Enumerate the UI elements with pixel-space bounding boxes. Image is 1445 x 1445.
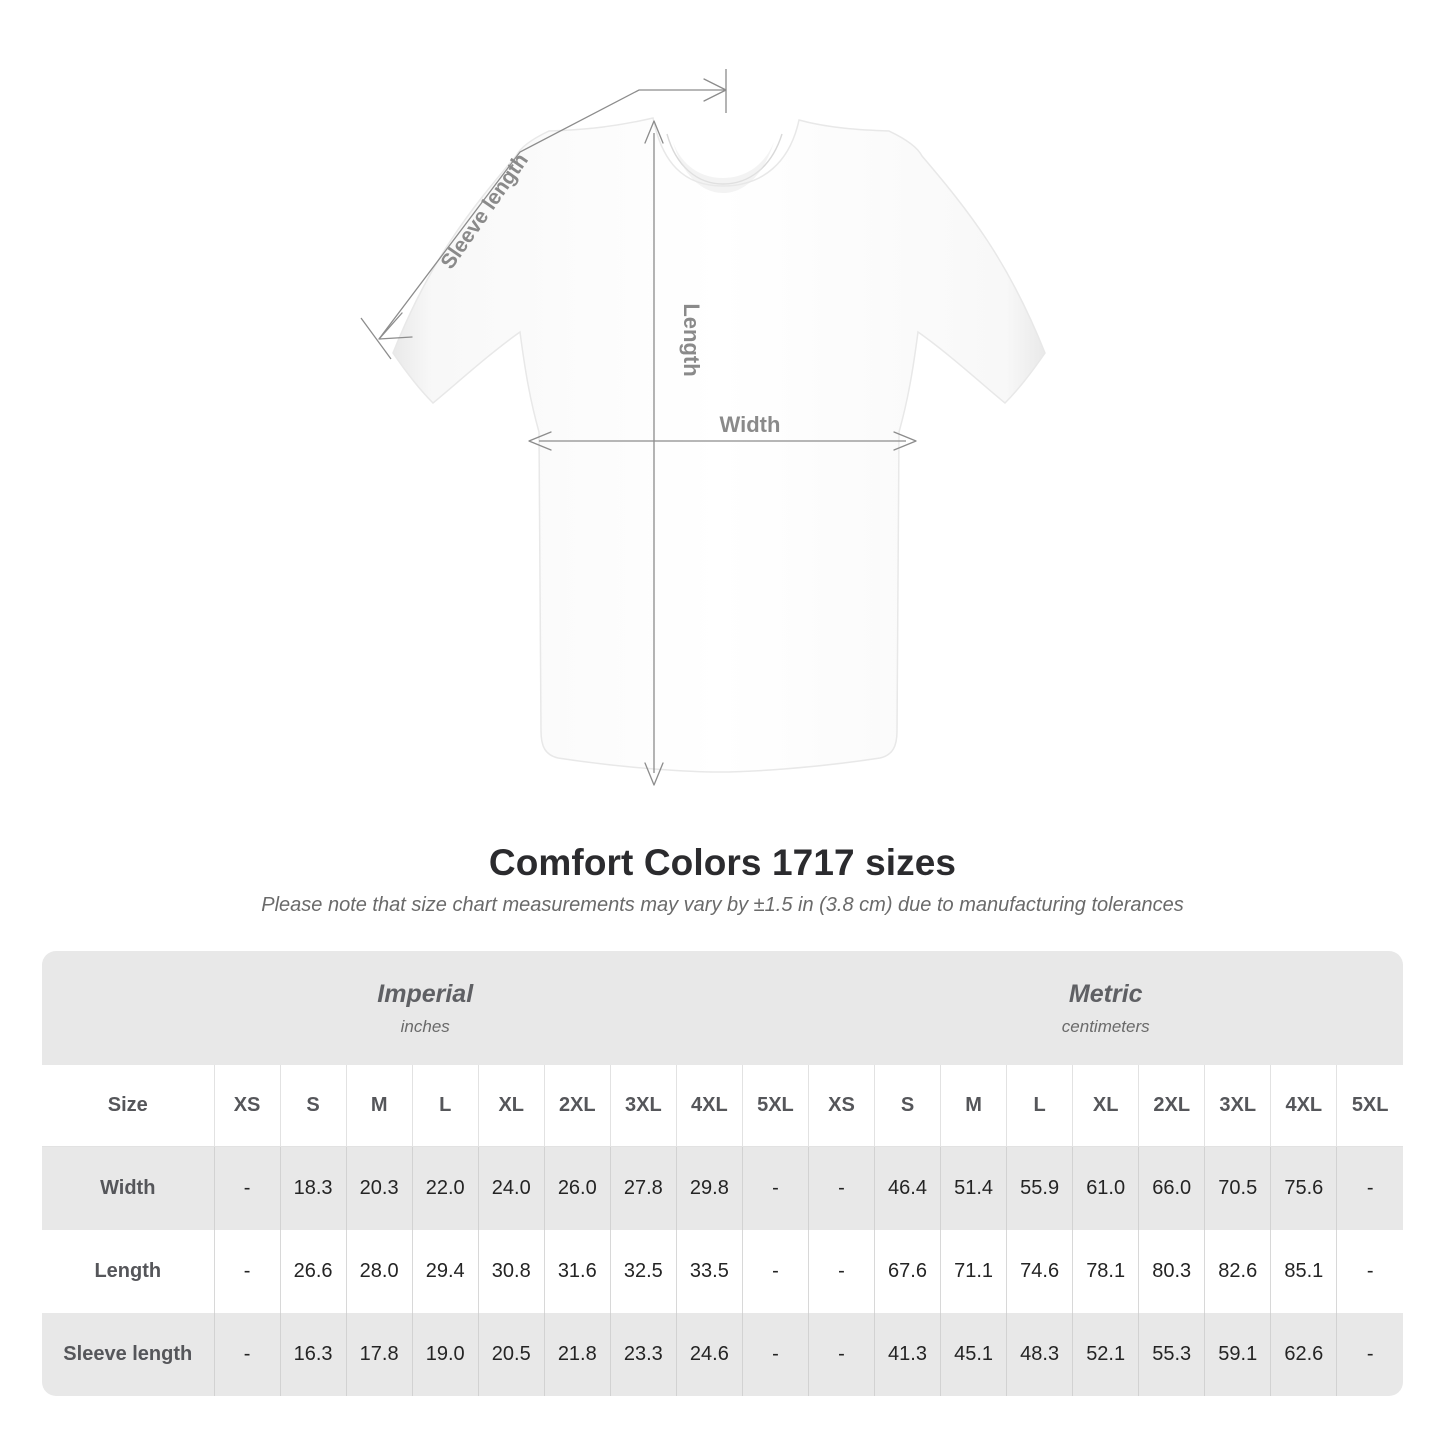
svg-text:Length: Length	[679, 303, 704, 376]
svg-text:Width: Width	[720, 412, 781, 437]
